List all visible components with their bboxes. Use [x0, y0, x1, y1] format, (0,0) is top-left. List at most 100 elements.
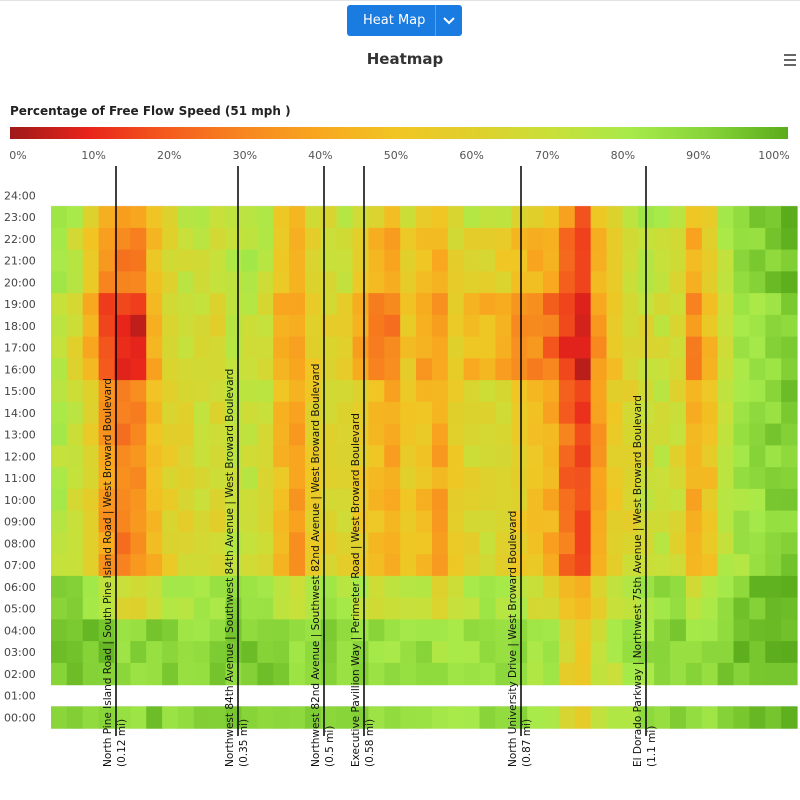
- heatmap-cell[interactable]: [622, 445, 639, 468]
- heatmap-cell[interactable]: [495, 597, 512, 620]
- heatmap-cell[interactable]: [368, 423, 385, 446]
- heatmap-cell[interactable]: [733, 641, 750, 664]
- heatmap-cell[interactable]: [479, 619, 497, 642]
- heatmap-cell[interactable]: [384, 641, 401, 664]
- heatmap-cell[interactable]: [590, 293, 608, 316]
- heatmap-cell[interactable]: [193, 336, 211, 359]
- heatmap-cell[interactable]: [82, 271, 100, 294]
- heatmap-cell[interactable]: [98, 314, 116, 338]
- heatmap-cell[interactable]: [717, 293, 735, 316]
- heatmap-cell[interactable]: [543, 706, 560, 729]
- heatmap-cell[interactable]: [495, 510, 512, 533]
- heatmap-cell[interactable]: [765, 532, 782, 555]
- heatmap-cell[interactable]: [241, 293, 258, 316]
- heatmap-cell[interactable]: [654, 336, 671, 359]
- heatmap-cell[interactable]: [717, 488, 735, 512]
- heatmap-cell[interactable]: [447, 641, 465, 664]
- heatmap-cell[interactable]: [82, 380, 100, 403]
- heatmap-cell[interactable]: [416, 575, 433, 599]
- heatmap-cell[interactable]: [193, 401, 211, 425]
- heatmap-cell[interactable]: [479, 380, 497, 403]
- heatmap-cell[interactable]: [336, 314, 354, 338]
- heatmap-cell[interactable]: [320, 554, 338, 577]
- heatmap-cell[interactable]: [447, 423, 465, 446]
- heatmap-cell[interactable]: [384, 597, 401, 620]
- heatmap-cell[interactable]: [51, 641, 68, 664]
- heatmap-cell[interactable]: [558, 641, 576, 664]
- heatmap-cell[interactable]: [241, 358, 258, 381]
- heatmap-cell[interactable]: [320, 271, 338, 294]
- heatmap-cell[interactable]: [273, 554, 290, 577]
- heatmap-cell[interactable]: [511, 293, 528, 316]
- heatmap-cell[interactable]: [130, 271, 147, 294]
- heatmap-cell[interactable]: [733, 423, 750, 446]
- heatmap-cell[interactable]: [82, 227, 100, 251]
- heatmap-cell[interactable]: [670, 532, 687, 555]
- heatmap-cell[interactable]: [511, 401, 528, 425]
- heatmap-cell[interactable]: [273, 271, 290, 294]
- heatmap-cell[interactable]: [384, 249, 401, 272]
- heatmap-cell[interactable]: [257, 401, 274, 425]
- heatmap-cell[interactable]: [416, 662, 433, 686]
- heatmap-cell[interactable]: [765, 423, 782, 446]
- heatmap-cell[interactable]: [511, 445, 528, 468]
- heatmap-cell[interactable]: [574, 271, 592, 294]
- heatmap-cell[interactable]: [781, 532, 798, 555]
- heatmap-cell[interactable]: [368, 293, 385, 316]
- heatmap-cell[interactable]: [558, 336, 576, 359]
- heatmap-cell[interactable]: [765, 314, 782, 338]
- heatmap-cell[interactable]: [193, 575, 211, 599]
- heatmap-cell[interactable]: [558, 488, 576, 512]
- heatmap-cell[interactable]: [416, 510, 433, 533]
- heatmap-cell[interactable]: [304, 575, 322, 599]
- heatmap-cell[interactable]: [781, 597, 798, 620]
- heatmap-cell[interactable]: [177, 423, 195, 446]
- heatmap-cell[interactable]: [384, 314, 401, 338]
- heatmap-cell[interactable]: [241, 249, 258, 272]
- heatmap-cell[interactable]: [241, 706, 258, 729]
- heatmap-cell[interactable]: [527, 401, 544, 425]
- heatmap-cell[interactable]: [701, 597, 719, 620]
- heatmap-cell[interactable]: [495, 488, 512, 512]
- heatmap-cell[interactable]: [336, 706, 354, 729]
- heatmap-cell[interactable]: [384, 554, 401, 577]
- heatmap-cell[interactable]: [574, 401, 592, 425]
- heatmap-cell[interactable]: [479, 423, 497, 446]
- heatmap-cell[interactable]: [670, 336, 687, 359]
- heatmap-cell[interactable]: [749, 662, 766, 686]
- heatmap-cell[interactable]: [717, 358, 735, 381]
- heatmap-cell[interactable]: [146, 380, 163, 403]
- heatmap-cell[interactable]: [352, 336, 370, 359]
- heatmap-cell[interactable]: [654, 293, 671, 316]
- heatmap-cell[interactable]: [51, 314, 68, 338]
- heatmap-cell[interactable]: [400, 554, 417, 577]
- heatmap-cell[interactable]: [352, 314, 370, 338]
- heatmap-cell[interactable]: [670, 423, 687, 446]
- heatmap-cell[interactable]: [527, 488, 544, 512]
- heatmap-cell[interactable]: [241, 532, 258, 555]
- heatmap-cell[interactable]: [606, 271, 623, 294]
- heatmap-cell[interactable]: [543, 401, 560, 425]
- heatmap-cell[interactable]: [654, 706, 671, 729]
- heatmap-cell[interactable]: [320, 423, 338, 446]
- heatmap-cell[interactable]: [66, 293, 84, 316]
- heatmap-cell[interactable]: [447, 271, 465, 294]
- heatmap-cell[interactable]: [670, 206, 687, 229]
- heatmap-cell[interactable]: [320, 227, 338, 251]
- heatmap-cell[interactable]: [463, 597, 481, 620]
- heatmap-cell[interactable]: [558, 597, 576, 620]
- heatmap-cell[interactable]: [304, 510, 322, 533]
- heatmap-cell[interactable]: [400, 401, 417, 425]
- heatmap-cell[interactable]: [749, 575, 766, 599]
- heatmap-cell[interactable]: [733, 575, 750, 599]
- heatmap-cell[interactable]: [447, 249, 465, 272]
- heatmap-cell[interactable]: [130, 706, 147, 729]
- heatmap-cell[interactable]: [511, 706, 528, 729]
- heatmap-cell[interactable]: [257, 706, 274, 729]
- heatmap-cell[interactable]: [384, 423, 401, 446]
- heatmap-cell[interactable]: [193, 597, 211, 620]
- heatmap-cell[interactable]: [781, 249, 798, 272]
- heatmap-cell[interactable]: [320, 293, 338, 316]
- heatmap-cell[interactable]: [146, 467, 163, 490]
- heatmap-cell[interactable]: [225, 336, 243, 359]
